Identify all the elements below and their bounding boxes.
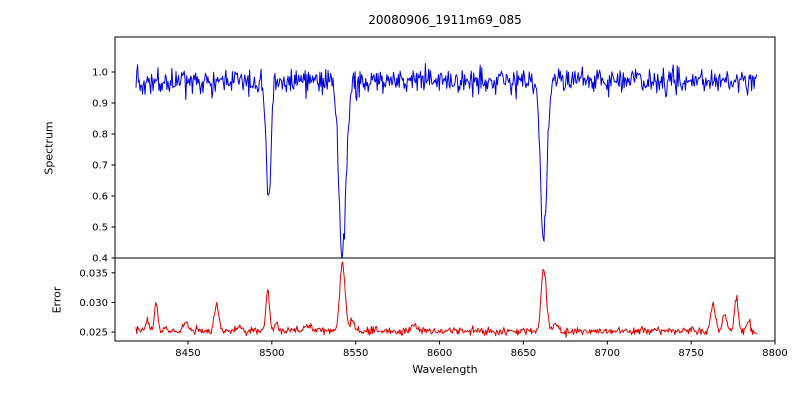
spectrum-y-tick-label: 0.8 [92, 130, 108, 141]
x-tick-label: 8650 [511, 348, 536, 359]
spectrum-y-tick-label: 0.4 [92, 254, 108, 265]
x-tick-label: 8450 [175, 348, 200, 359]
x-axis-label: Wavelength [412, 363, 478, 376]
error-y-tick-label: 0.030 [79, 298, 108, 309]
spectrum-y-tick-label: 0.6 [92, 192, 108, 203]
x-tick-label: 8800 [762, 348, 787, 359]
error-y-tick-label: 0.035 [79, 268, 108, 279]
x-tick-label: 8500 [259, 348, 284, 359]
x-tick-label: 8750 [678, 348, 703, 359]
error-line [135, 261, 758, 338]
spectrum-line [135, 63, 758, 258]
x-tick-label: 8600 [427, 348, 452, 359]
x-tick-label: 8550 [343, 348, 368, 359]
x-tick-label: 8700 [595, 348, 620, 359]
spectrum-y-tick-label: 0.5 [92, 223, 108, 234]
error-y-tick-label: 0.025 [79, 328, 108, 339]
spectrum-panel-border [114, 36, 776, 259]
spectrum-y-tick-label: 1.0 [92, 68, 108, 79]
error-panel-border [114, 257, 776, 342]
spectrum-y-tick-label: 0.7 [92, 161, 108, 172]
spectrum-y-tick-label: 0.9 [92, 99, 108, 110]
chart-title: 20080906_1911m69_085 [368, 13, 522, 27]
